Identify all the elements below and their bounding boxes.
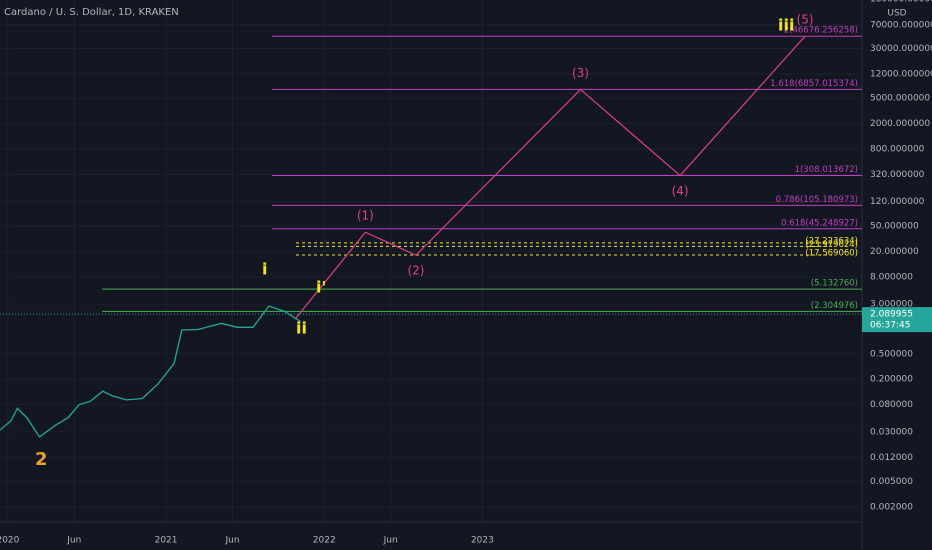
wave-label-i-prime: i' <box>316 278 326 297</box>
y-tick-label: 2000.000000 <box>870 119 930 129</box>
x-tick-label: Jun <box>66 536 81 546</box>
y-tick-label: 50.000000 <box>870 222 919 232</box>
x-tick-label: 2022 <box>313 536 336 546</box>
price-line <box>0 305 301 438</box>
y-tick-label: 180000.000000 <box>870 0 932 4</box>
grid <box>0 0 862 522</box>
y-tick-label: 70000.000000 <box>870 20 932 30</box>
y-tick-label: 30000.000000 <box>870 44 932 54</box>
level-label: (23.979624) <box>805 240 858 250</box>
chart-title: Cardano / U. S. Dollar, 1D, KRAKEN <box>4 7 179 18</box>
y-tick-label: 0.080000 <box>870 400 913 410</box>
x-tick-label: Jun <box>383 536 398 546</box>
y-tick-label: 5000.000000 <box>870 94 930 104</box>
y-tick-label: 20.000000 <box>870 247 919 257</box>
price-tag <box>862 307 932 333</box>
wave-label: (2) <box>407 264 424 278</box>
y-tick-label: 320.000000 <box>870 170 925 180</box>
wave-label-i: i <box>262 260 267 279</box>
wave-label: (4) <box>672 184 689 198</box>
wave-label: (5) <box>797 13 814 27</box>
y-tick-label: 120.000000 <box>870 197 925 207</box>
wave-label: (3) <box>572 66 589 80</box>
wave-label: (1) <box>357 209 374 223</box>
x-tick-label: 2021 <box>155 536 178 546</box>
plot: 2(46676.256258) 1.618(6857.015374) 1(308.0… <box>0 26 862 438</box>
y-tick-label: 0.002000 <box>870 503 913 513</box>
wave-path <box>295 35 806 319</box>
currency: USD <box>887 9 906 19</box>
y-tick-label: 800.000000 <box>870 145 925 155</box>
level-label: 0.618(45.248927) <box>781 218 858 228</box>
x-tick-label: 2020 <box>0 536 20 546</box>
level-label: (27.223634) <box>805 236 858 246</box>
wave-label-ii: ii <box>296 319 307 338</box>
price-tag-value: 2.089955 <box>870 310 913 320</box>
level-label: 0.786(105.180973) <box>776 195 858 205</box>
wave-label-2: 2 <box>35 449 48 470</box>
level-label: 2(46676.256258) <box>784 26 858 36</box>
level-label: 1(308.013672) <box>795 165 858 175</box>
countdown: 06:37:45 <box>870 321 910 331</box>
y-tick-label: 12000.000000 <box>870 69 932 79</box>
y-tick-label: 0.012000 <box>870 453 913 463</box>
y-tick-label: 3.000000 <box>870 300 913 310</box>
level-label: (17.569060) <box>805 249 858 259</box>
level-label: (2.304976) <box>811 301 858 311</box>
x-tick-label: 2023 <box>471 536 494 546</box>
level-label: 1.618(6857.015374) <box>770 79 858 89</box>
y-tick-label: 8.000000 <box>870 272 913 282</box>
x-tick-label: Jun <box>224 536 239 546</box>
y-tick-label: 0.005000 <box>870 477 913 487</box>
y-tick-label: 0.200000 <box>870 375 913 385</box>
level-label: (5.132760) <box>811 279 858 289</box>
y-tick-label: 0.030000 <box>870 427 913 437</box>
wave-label-iii: iii <box>778 16 794 35</box>
y-tick-label: 0.500000 <box>870 349 913 359</box>
